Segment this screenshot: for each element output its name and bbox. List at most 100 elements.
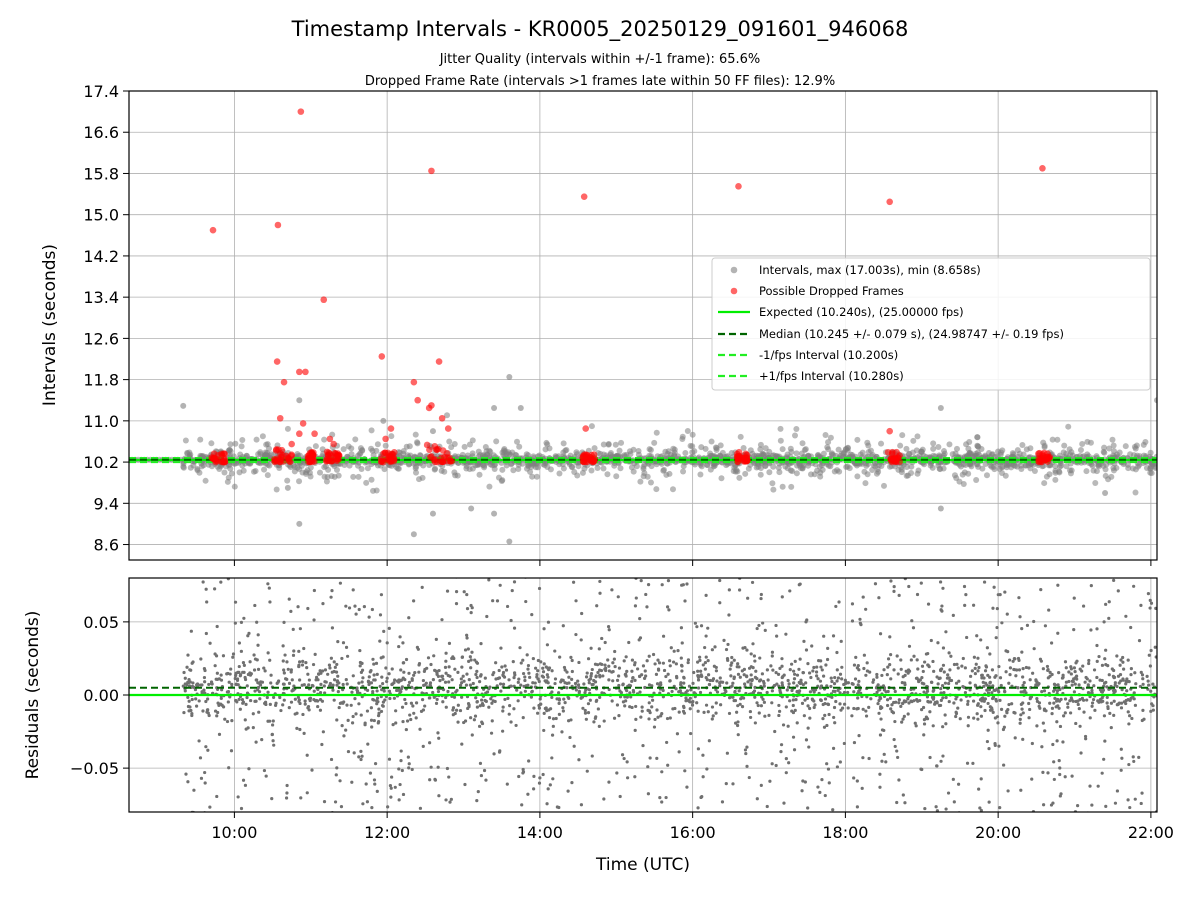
residual-point <box>865 661 869 665</box>
residual-point <box>811 688 815 692</box>
residual-point <box>238 674 242 678</box>
residual-point <box>191 681 195 685</box>
interval-point <box>257 449 264 456</box>
residual-point <box>420 585 424 589</box>
interval-point <box>1052 476 1059 483</box>
dropped-frame-point <box>580 193 588 200</box>
residual-point <box>790 688 794 693</box>
interval-point <box>333 466 340 473</box>
residual-point <box>718 676 722 680</box>
residual-point <box>627 683 631 687</box>
residual-point <box>803 698 807 702</box>
residual-point <box>445 589 450 593</box>
residual-point <box>447 641 452 645</box>
residual-point <box>615 678 620 683</box>
residual-point <box>323 680 327 684</box>
residual-point <box>610 699 614 703</box>
residual-point <box>437 668 441 673</box>
residual-point <box>862 653 866 657</box>
residual-point <box>634 717 638 721</box>
residual-point <box>1075 674 1079 678</box>
interval-point <box>836 468 843 475</box>
residual-point <box>932 669 936 673</box>
residual-point <box>281 703 285 707</box>
residual-point <box>683 599 687 603</box>
residual-point <box>230 682 234 686</box>
residual-point <box>645 605 649 609</box>
residual-point <box>897 593 901 597</box>
residual-point <box>1030 777 1034 781</box>
interval-point <box>788 483 795 490</box>
residual-point <box>643 685 647 690</box>
top-y-tick-label: 16.6 <box>83 123 119 142</box>
residual-point <box>788 668 792 672</box>
residual-point <box>755 677 759 681</box>
residual-point <box>755 701 759 705</box>
residual-point <box>1069 711 1073 715</box>
residual-point <box>491 673 495 677</box>
residual-point <box>853 677 858 681</box>
residual-point <box>634 596 638 600</box>
residual-point <box>241 778 246 782</box>
residual-point <box>249 698 253 703</box>
residual-point <box>190 697 194 702</box>
residual-point <box>517 774 521 779</box>
residual-point <box>784 632 788 636</box>
interval-point <box>1147 469 1154 476</box>
residual-point <box>1064 680 1069 684</box>
residual-point <box>538 776 542 780</box>
residual-point <box>526 792 530 796</box>
interval-point <box>814 467 821 474</box>
residual-point <box>410 767 414 772</box>
residual-point <box>487 705 491 709</box>
residual-point <box>613 664 617 669</box>
residual-point <box>947 699 951 704</box>
residual-point <box>255 620 259 624</box>
dropped-frame-point <box>889 448 896 456</box>
residual-point <box>1074 721 1078 726</box>
residual-point <box>282 671 286 675</box>
interval-point <box>903 445 910 452</box>
interval-point <box>368 427 375 434</box>
residual-point <box>561 706 565 710</box>
residual-point <box>704 593 708 597</box>
residual-point <box>378 639 382 643</box>
residual-point <box>606 624 611 629</box>
residual-point <box>842 682 846 687</box>
residual-point <box>305 666 309 670</box>
residual-point <box>237 641 242 645</box>
residual-point <box>239 649 243 653</box>
dropped-frame-point <box>329 457 336 465</box>
residual-point <box>680 641 684 645</box>
interval-point <box>899 432 906 439</box>
residual-point <box>1032 647 1036 651</box>
residual-point <box>463 648 468 652</box>
residual-point <box>684 690 688 695</box>
residual-point <box>932 688 936 692</box>
residual-point <box>225 690 229 694</box>
residual-point <box>797 667 801 671</box>
residual-point <box>338 581 342 585</box>
residual-point <box>271 719 275 723</box>
residual-point <box>664 795 668 800</box>
residual-point <box>670 689 674 694</box>
residual-point <box>594 715 598 719</box>
residual-point <box>1122 700 1126 704</box>
residual-point <box>359 670 364 674</box>
residual-point <box>320 669 325 673</box>
residual-point <box>1116 589 1120 593</box>
residual-point <box>237 670 241 674</box>
residual-point <box>1053 696 1057 700</box>
residual-point <box>971 699 976 703</box>
interval-point <box>515 461 522 468</box>
residual-point <box>1149 601 1154 605</box>
residual-point <box>242 670 246 674</box>
residual-point <box>662 668 667 673</box>
residual-point <box>986 673 990 677</box>
residual-point <box>229 749 234 753</box>
residual-point <box>1035 699 1039 703</box>
residual-point <box>852 706 856 711</box>
residual-point <box>195 683 199 687</box>
residual-point <box>269 673 273 677</box>
residual-point <box>357 755 361 759</box>
